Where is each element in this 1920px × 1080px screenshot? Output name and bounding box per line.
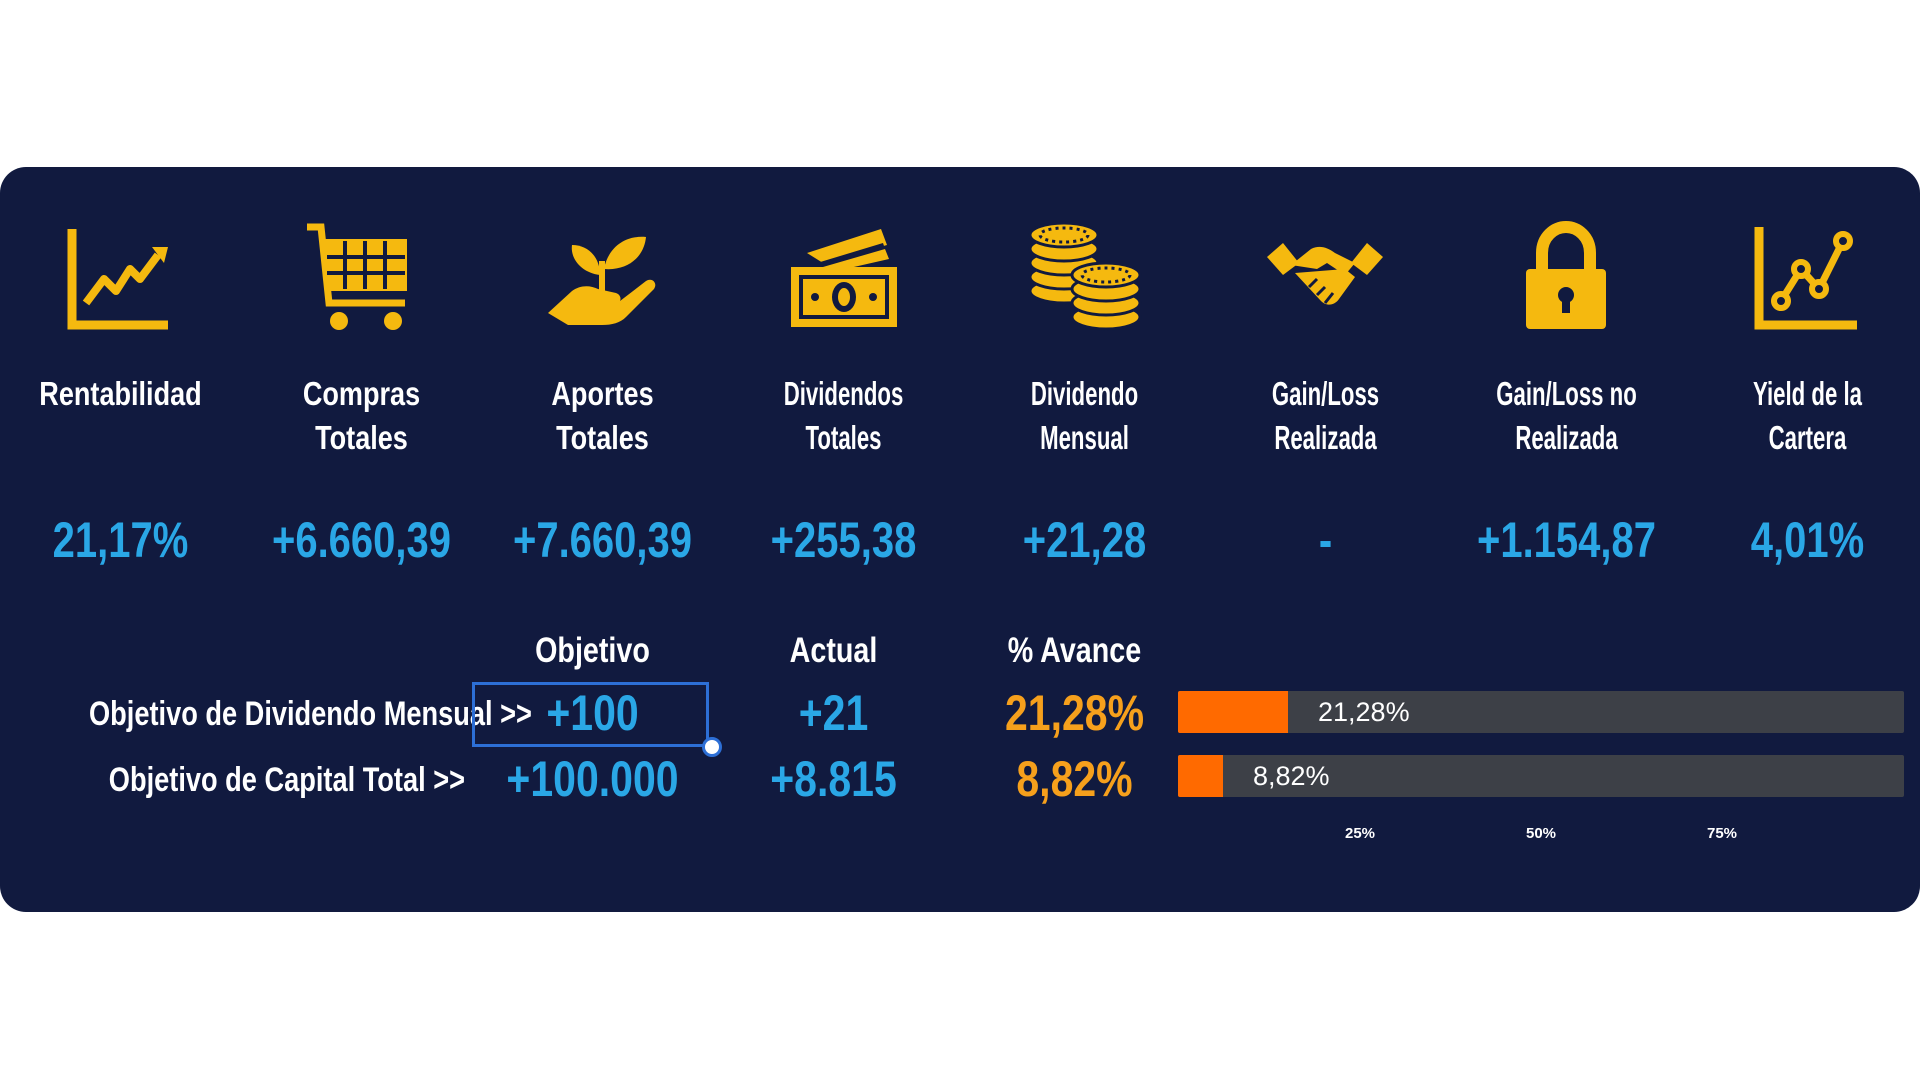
- progress-value: 21,28%: [1004, 685, 1145, 741]
- actual-cell[interactable]: +21: [713, 685, 954, 741]
- kpi-label-text: Dividendos Totales: [783, 375, 904, 456]
- target-value: +100.000: [506, 751, 679, 807]
- kpi-label-text: Yield de la Cartera: [1753, 375, 1862, 456]
- progress-cell[interactable]: 8,82%: [954, 751, 1195, 807]
- banknotes-icon: [783, 217, 903, 337]
- progress-cell[interactable]: 21,28%: [954, 685, 1195, 741]
- line-chart-icon: [1747, 217, 1867, 337]
- column-header-avance: % Avance: [954, 629, 1195, 673]
- axis-tick: 25%: [1344, 825, 1376, 842]
- actual-value: +8.815: [770, 751, 897, 807]
- kpi-label: Yield de la Cartera: [1709, 372, 1907, 460]
- target-value: +100: [546, 685, 639, 741]
- target-cell[interactable]: +100: [472, 685, 713, 741]
- kpi-value: +21,28: [1022, 512, 1147, 568]
- kpi-value: 21,17%: [52, 512, 189, 568]
- kpi-label: Aportes Totales: [551, 375, 654, 456]
- dashboard-panel: Rentabilidad 21,17% Compras Totales +6.6…: [0, 167, 1920, 912]
- kpi-value: -: [1318, 512, 1333, 568]
- kpi-label: Dividendos Totales: [745, 372, 943, 460]
- kpi-label: Gain/Loss Realizada: [1227, 372, 1425, 460]
- kpi-label: Rentabilidad: [39, 375, 202, 412]
- kpi-value: +6.660,39: [271, 512, 452, 568]
- column-header-text: Objetivo: [535, 631, 650, 670]
- kpi-label: Compras Totales: [302, 375, 421, 456]
- shopping-cart-icon: [301, 217, 421, 337]
- column-header-objetivo: Objetivo: [472, 629, 713, 673]
- kpi-label: Dividendo Mensual: [986, 372, 1184, 460]
- column-header-actual: Actual: [713, 629, 954, 673]
- target-cell[interactable]: +100.000: [472, 751, 713, 807]
- kpi-value: +7.660,39: [512, 512, 693, 568]
- chart-up-icon: [60, 217, 180, 337]
- kpi-value: 4,01%: [1750, 512, 1865, 568]
- axis-tick: 50%: [1525, 825, 1557, 842]
- kpi-value: +1.154,87: [1476, 512, 1657, 568]
- progress-bar-label: 8,82%: [1253, 761, 1330, 791]
- kpi-label-text: Dividendo Mensual: [1030, 375, 1139, 456]
- row-label-capital-total: Objetivo de Capital Total >>: [108, 761, 466, 799]
- progress-bar-label: 21,28%: [1318, 697, 1410, 727]
- kpi-value: +255,38: [770, 512, 917, 568]
- handshake-icon: [1265, 217, 1385, 337]
- kpi-label-text: Gain/Loss no Realizada: [1496, 375, 1637, 456]
- actual-cell[interactable]: +8.815: [713, 751, 954, 807]
- coins-icon: [1024, 217, 1144, 337]
- column-header-text: % Avance: [1007, 631, 1142, 670]
- progress-value: 8,82%: [1016, 751, 1133, 807]
- kpi-label: Gain/Loss no Realizada: [1468, 372, 1666, 460]
- column-header-text: Actual: [789, 631, 878, 670]
- progress-bar-fill: [1178, 691, 1288, 733]
- kpi-label-text: Gain/Loss Realizada: [1271, 375, 1380, 456]
- progress-bar: 8,82%: [1178, 755, 1904, 797]
- axis-tick: 75%: [1706, 825, 1738, 842]
- actual-value: +21: [798, 685, 869, 741]
- progress-bar-fill: [1178, 755, 1223, 797]
- kpi-row: Rentabilidad 21,17% Compras Totales +6.6…: [0, 167, 1920, 597]
- selected-cell[interactable]: [472, 682, 709, 747]
- progress-bar: 21,28%: [1178, 691, 1904, 733]
- row-label-dividendo-mensual: Objetivo de Dividendo Mensual >>: [89, 695, 532, 733]
- fill-handle[interactable]: [702, 737, 722, 757]
- lock-icon: [1506, 217, 1626, 337]
- hand-plant-icon: [542, 217, 662, 337]
